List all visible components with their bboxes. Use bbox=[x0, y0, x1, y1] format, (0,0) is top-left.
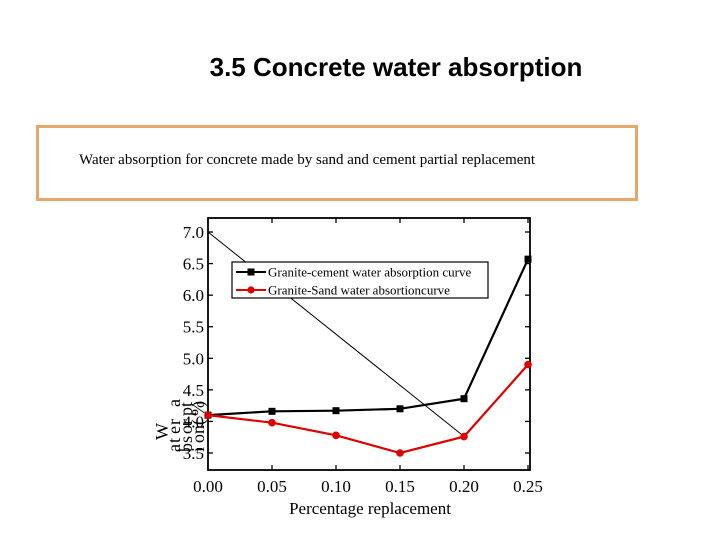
data-point bbox=[204, 411, 212, 419]
y-axis-label-char: o bbox=[176, 425, 196, 434]
x-tick-label: 0.00 bbox=[193, 477, 223, 496]
data-point bbox=[332, 407, 340, 415]
y-axis-label-char: a bbox=[164, 444, 184, 452]
data-point bbox=[268, 418, 276, 427]
y-tick-label: 3.5 bbox=[183, 444, 204, 463]
y-axis-label-char: t bbox=[176, 402, 196, 407]
plot-frame bbox=[207, 217, 531, 471]
data-point bbox=[460, 432, 468, 441]
y-tick-label: 6.0 bbox=[183, 286, 204, 305]
y-tick-label: 5.0 bbox=[183, 349, 204, 368]
caption-box: Water absorption for concrete made by sa… bbox=[36, 125, 638, 201]
y-axis-label-char: p bbox=[176, 407, 196, 416]
legend-marker bbox=[247, 268, 255, 276]
y-tick-label: 5.5 bbox=[183, 318, 204, 337]
y-axis-label-char: e bbox=[164, 426, 184, 434]
data-point bbox=[524, 255, 532, 263]
data-point bbox=[396, 449, 404, 457]
x-axis-label: Percentage replacement bbox=[289, 499, 451, 518]
caption-text: Water absorption for concrete made by sa… bbox=[79, 152, 536, 168]
y-tick-label: 4.5 bbox=[183, 381, 204, 400]
y-tick-label: 6.5 bbox=[183, 255, 204, 274]
legend-box bbox=[231, 261, 489, 299]
y-axis-label-char: b bbox=[176, 443, 196, 452]
legend-label: Granite-Sand water absortioncurve bbox=[268, 283, 450, 298]
y-tick-label: 4.0 bbox=[183, 412, 204, 431]
x-tick-label: 0.05 bbox=[257, 477, 287, 496]
data-point bbox=[396, 405, 404, 413]
y-axis-label-char: o bbox=[188, 434, 208, 443]
y-axis-label-char: % bbox=[188, 401, 208, 416]
y-axis-label-char: r bbox=[176, 419, 196, 425]
y-axis-label-char: i bbox=[188, 447, 208, 452]
series-line bbox=[207, 363, 529, 455]
series-line bbox=[207, 258, 529, 417]
data-point bbox=[460, 395, 468, 403]
y-axis-label-char: n bbox=[188, 425, 208, 434]
y-axis-label-char: ( bbox=[188, 419, 209, 425]
data-point bbox=[524, 360, 532, 369]
series-granite-sand bbox=[204, 360, 532, 457]
y-axis-label-char: t bbox=[164, 438, 184, 443]
y-tick-label: 7.0 bbox=[183, 223, 204, 242]
x-tick-label: 0.20 bbox=[449, 477, 479, 496]
y-axis-label-char: ) bbox=[188, 401, 209, 407]
data-point bbox=[332, 431, 340, 440]
legend-label: Granite-cement water absorption curve bbox=[268, 265, 471, 280]
data-point bbox=[268, 407, 276, 415]
legend-marker bbox=[247, 286, 255, 294]
slide-title: 3.5 Concrete water absorption bbox=[209, 52, 583, 82]
y-axis-label-char: a bbox=[164, 399, 184, 407]
y-axis-label-char: s bbox=[176, 436, 196, 443]
y-axis-label-char: r bbox=[164, 419, 184, 425]
x-tick-label: 0.25 bbox=[513, 477, 543, 496]
x-tick-label: 0.10 bbox=[321, 477, 351, 496]
x-tick-label: 0.15 bbox=[385, 477, 415, 496]
y-axis-label-char: W bbox=[152, 423, 172, 440]
